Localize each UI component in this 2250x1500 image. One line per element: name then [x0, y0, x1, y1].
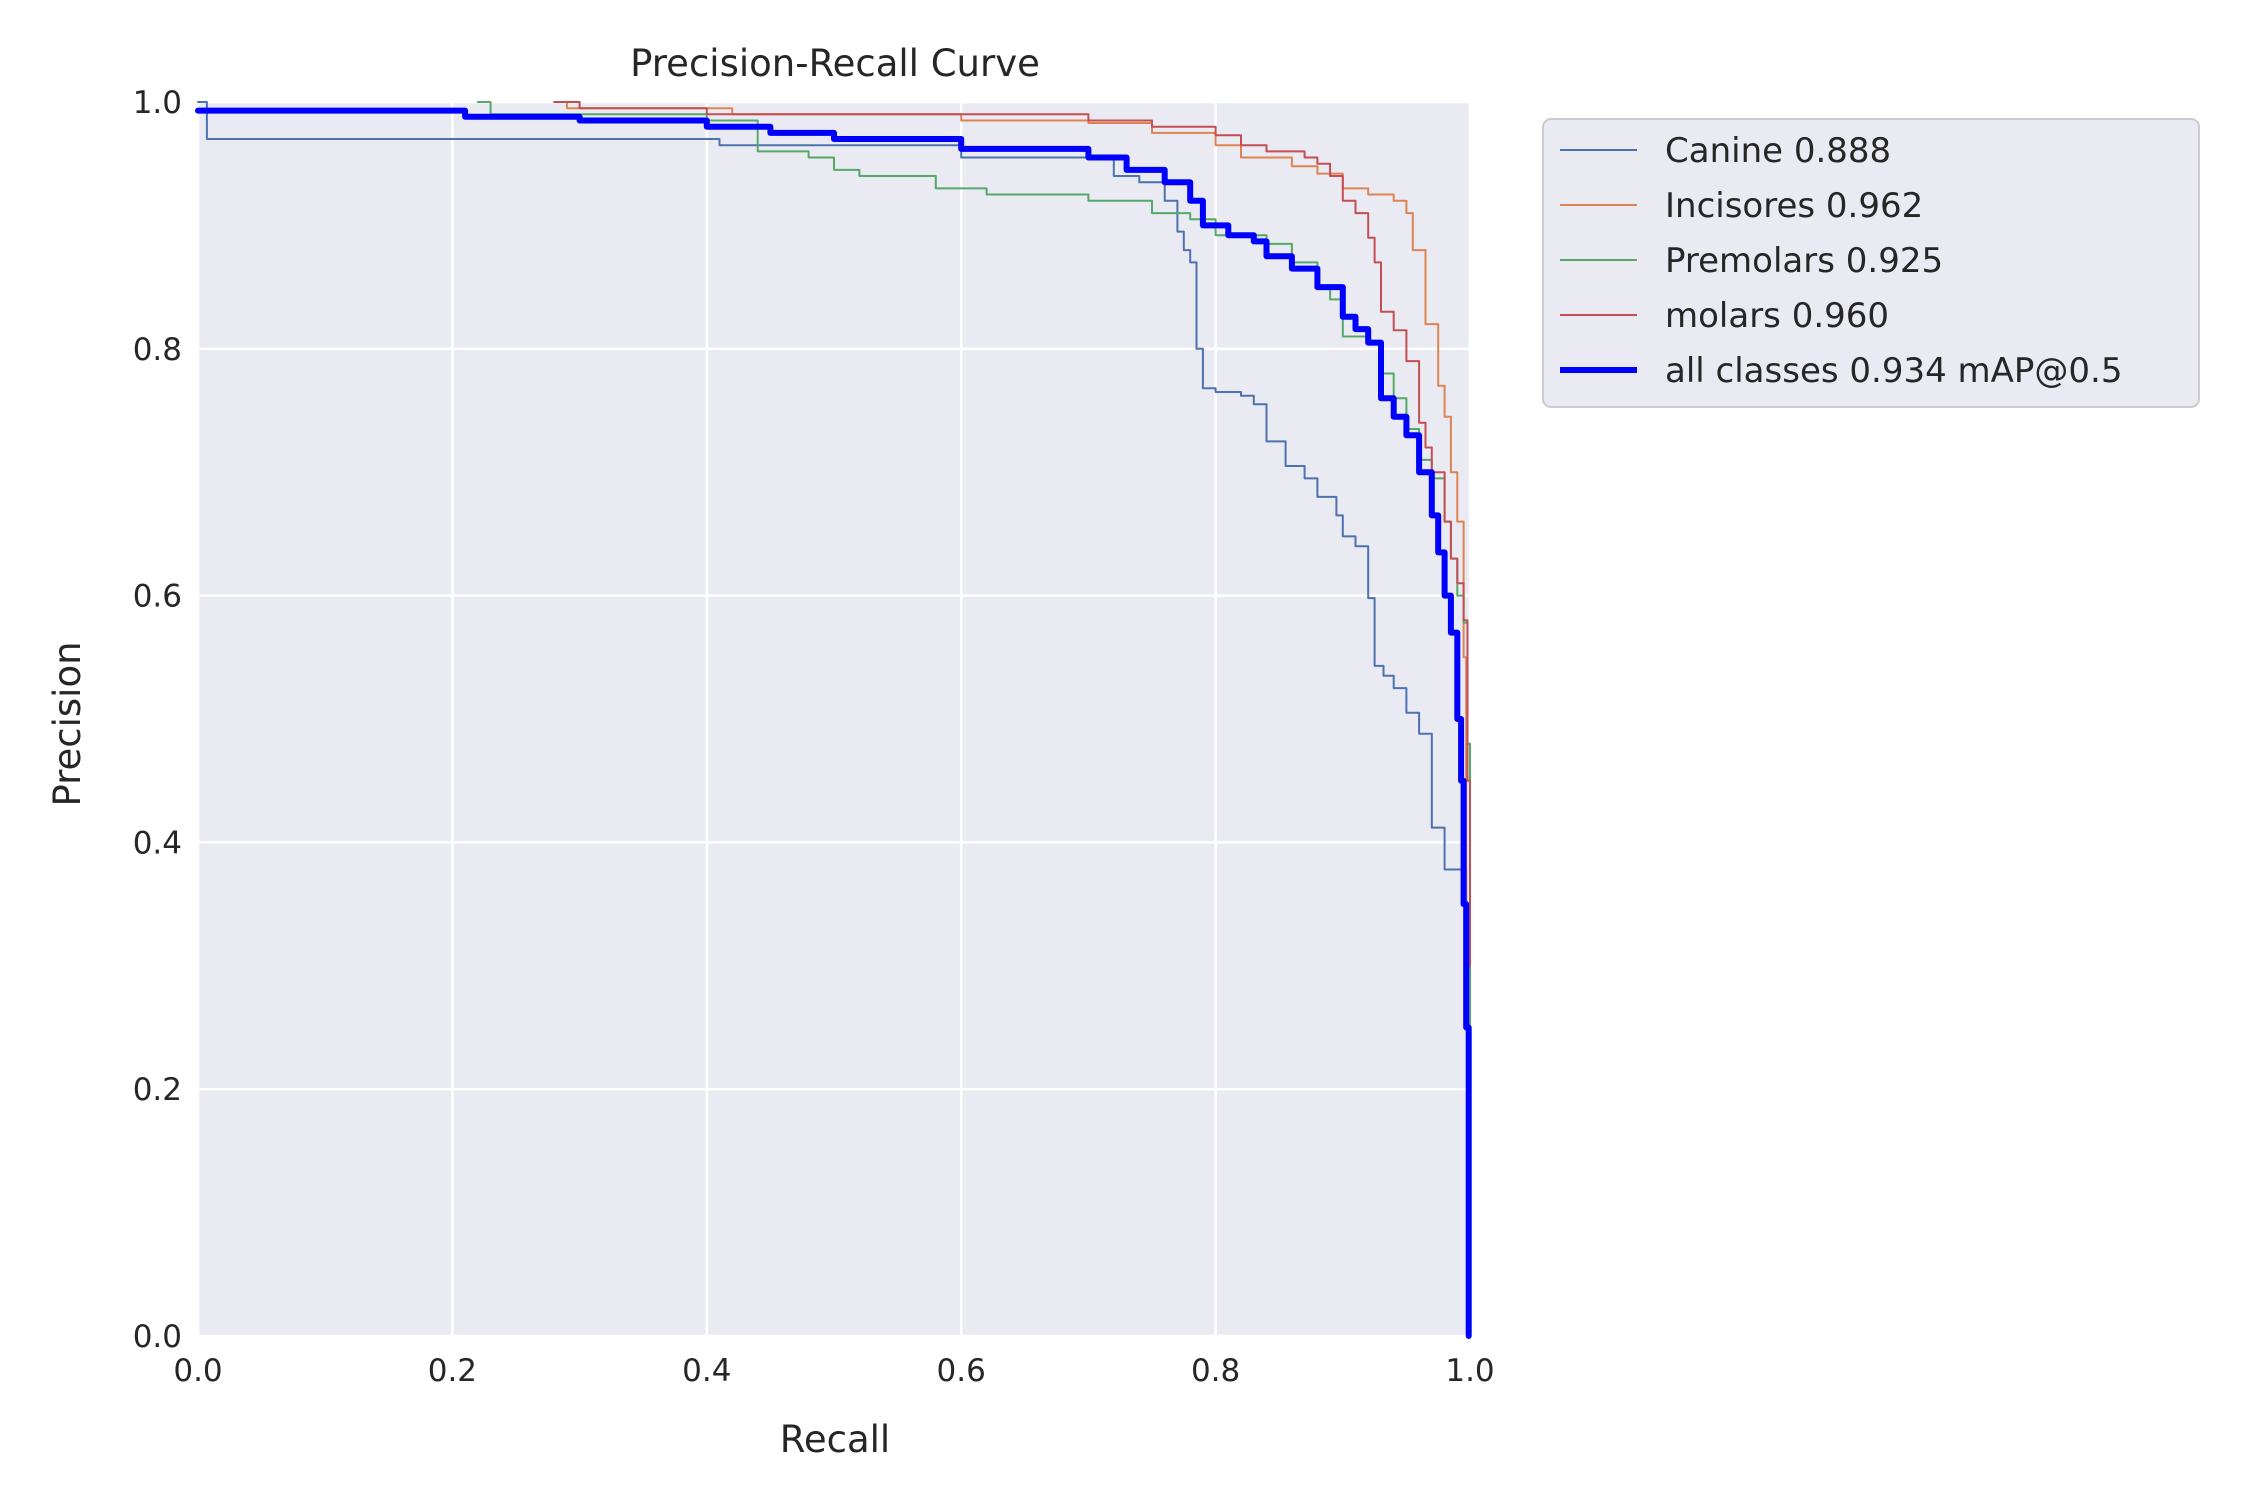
legend-label: molars 0.960: [1665, 296, 1889, 336]
series-line-1: [553, 101, 1471, 1276]
x-tick-label: 0.2: [428, 1353, 477, 1389]
grid-lines: [196, 100, 1472, 1338]
legend-entries: Canine 0.888 Incisores 0.962 Premolars 0.9…: [1560, 131, 2122, 391]
y-tick-label: 0.2: [133, 1072, 182, 1108]
x-tick-label: 0.8: [1191, 1353, 1240, 1389]
y-tick-label: 0.0: [133, 1319, 182, 1355]
y-axis-label: Precision: [46, 641, 89, 806]
x-tick-label: 0.6: [937, 1353, 986, 1389]
series-line-3: [553, 101, 1471, 967]
x-tick-label: 0.0: [173, 1353, 222, 1389]
x-tick-label: 0.4: [682, 1353, 731, 1389]
tick-labels: 0.0 0.2 0.4 0.6 0.8 1.0 0.0 0.2 0.4 0.6 0.8 1.0: [133, 85, 1495, 1389]
legend-label: all classes 0.934 mAP@0.5: [1665, 351, 2122, 391]
series-line-0: [197, 101, 1470, 1337]
series-line-4: [195, 107, 1472, 1339]
series-layer: [195, 101, 1472, 1339]
y-tick-label: 0.8: [133, 332, 182, 368]
chart-title: Precision-Recall Curve: [630, 42, 1040, 85]
legend-label: Premolars 0.925: [1665, 241, 1943, 281]
plot-area: [198, 102, 1470, 1336]
legend-label: Canine 0.888: [1665, 131, 1891, 171]
legend-label: Incisores 0.962: [1665, 186, 1923, 226]
x-axis-label: Recall: [780, 1418, 890, 1461]
y-tick-label: 1.0: [133, 85, 182, 121]
legend-frame: [1542, 118, 2200, 408]
y-tick-label: 0.6: [133, 579, 182, 615]
x-tick-label: 1.0: [1445, 1353, 1494, 1389]
y-tick-label: 0.4: [133, 825, 182, 861]
legend: Canine 0.888 Incisores 0.962 Premolars 0.9…: [1542, 118, 2200, 408]
